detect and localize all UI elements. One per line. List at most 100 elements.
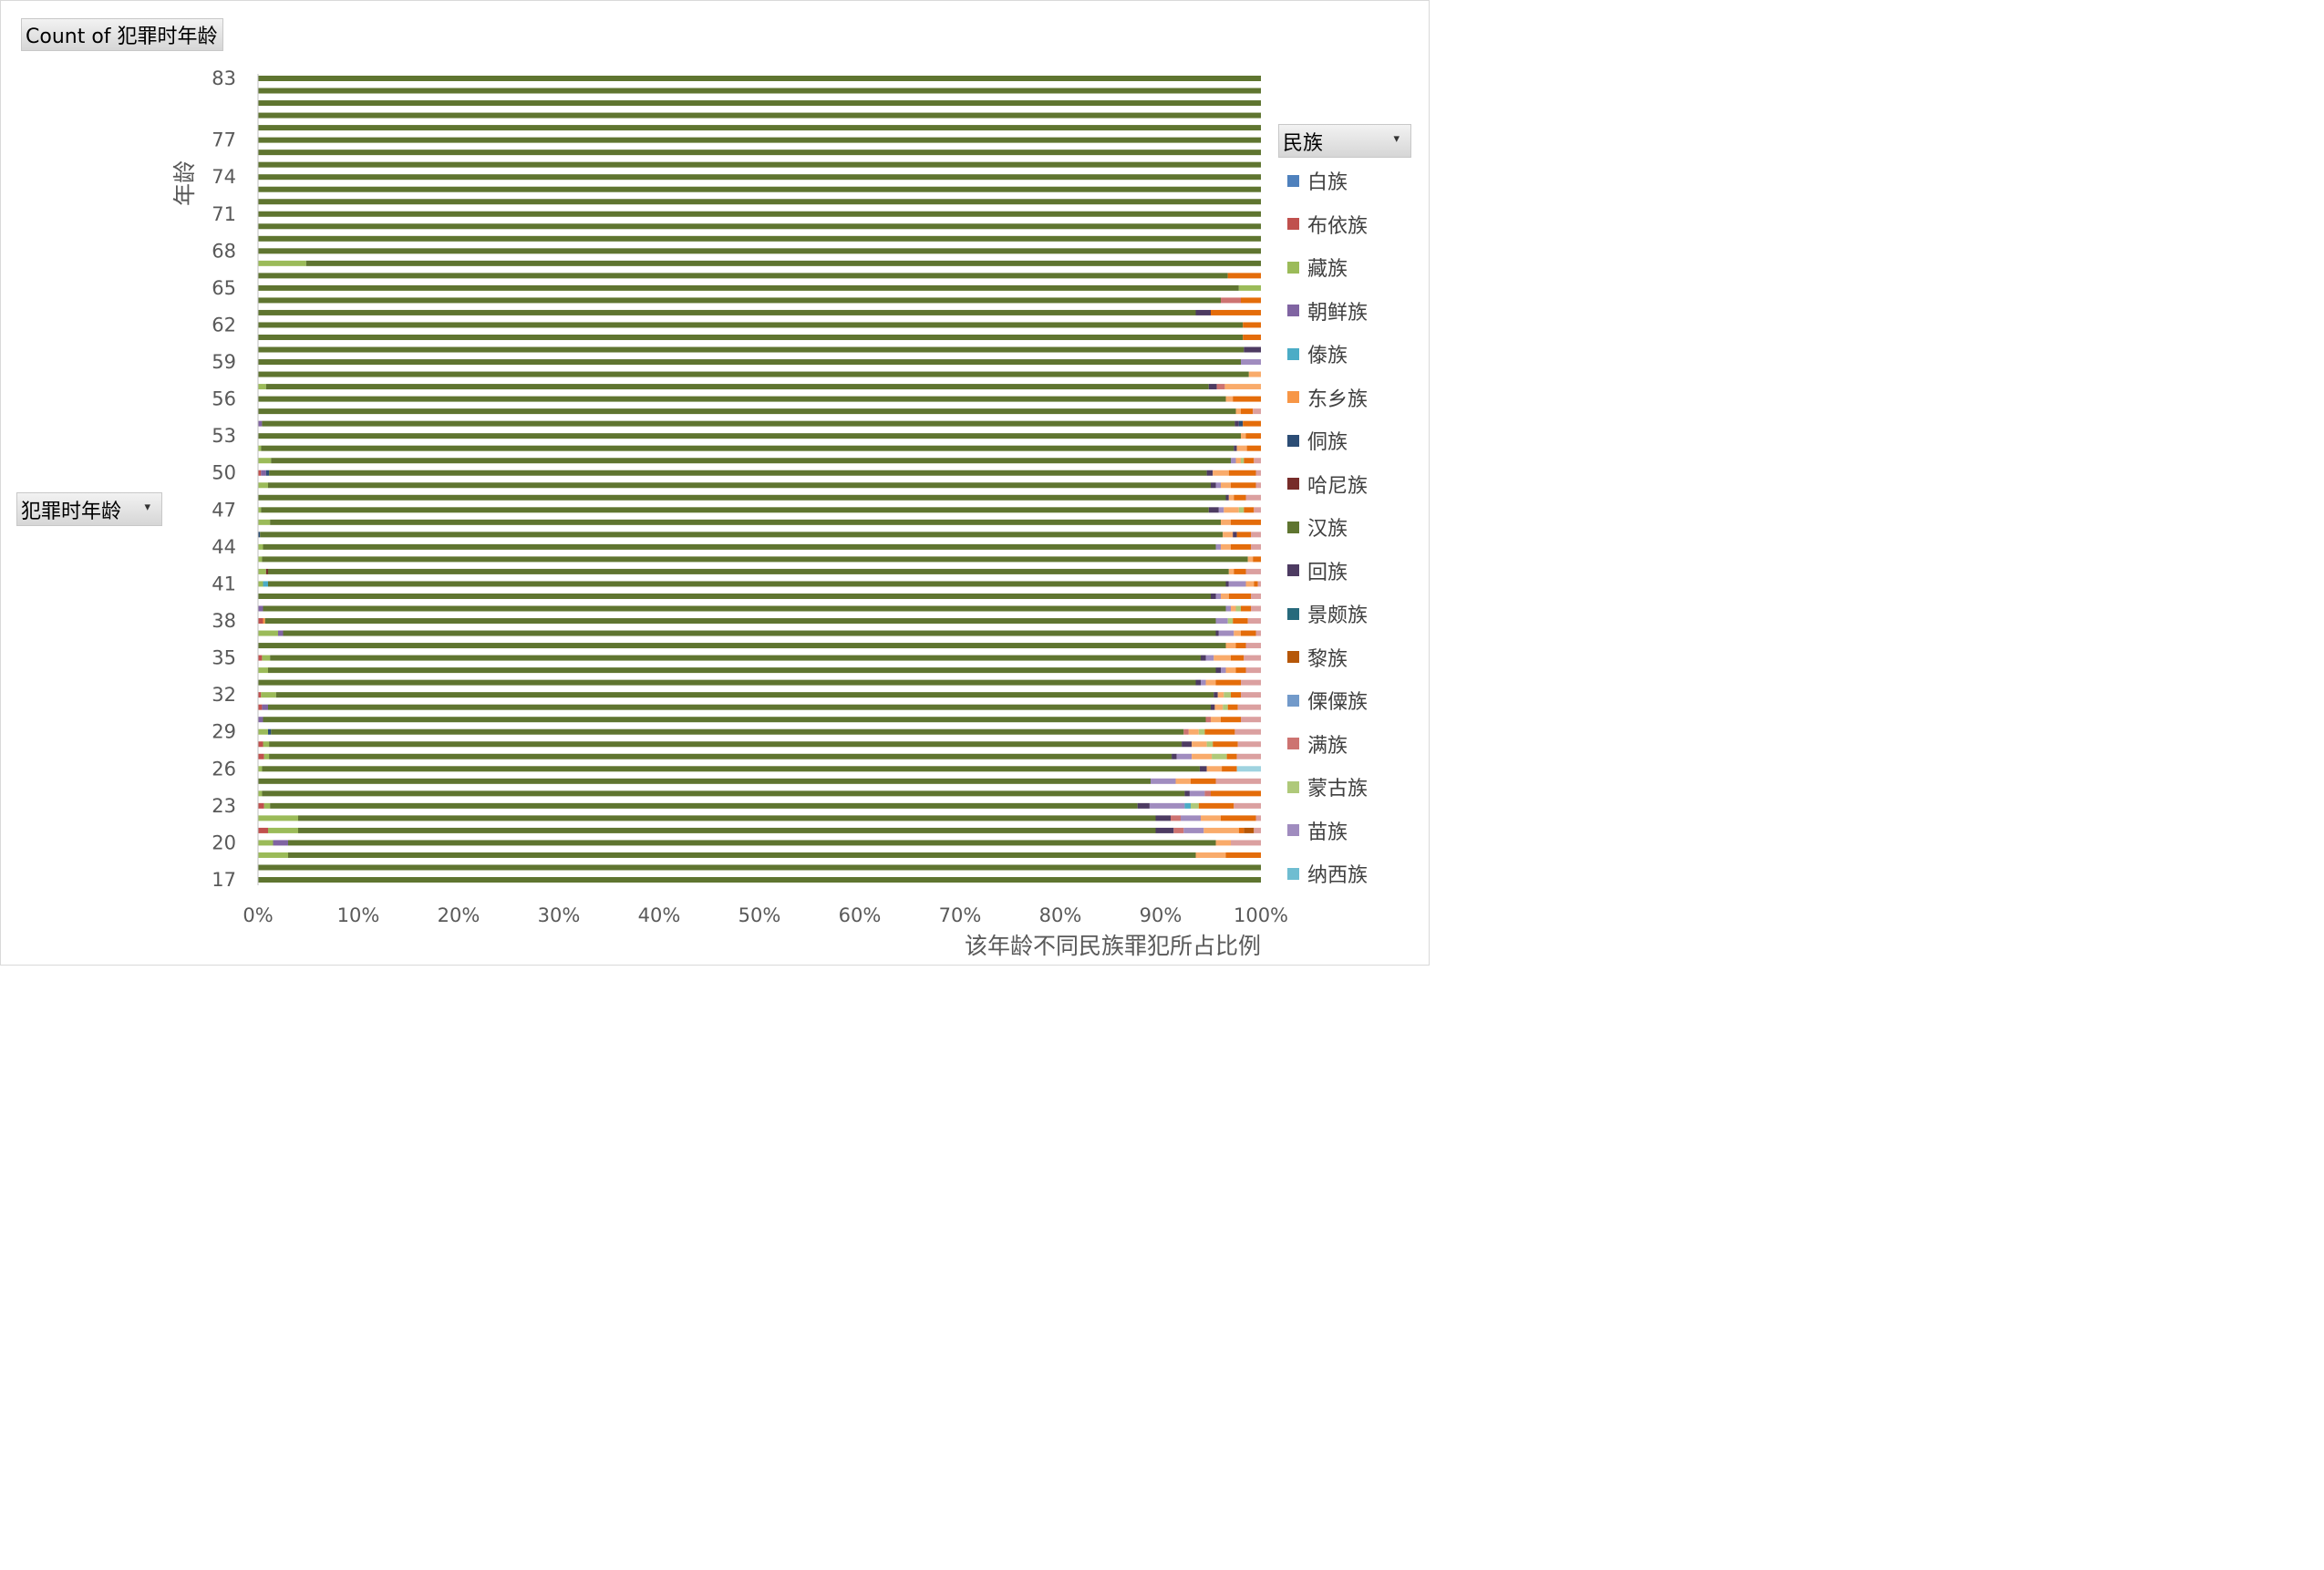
bar-segment-26-3 <box>1206 766 1223 772</box>
legend-item[interactable]: 哈尼族 <box>1287 469 1368 500</box>
bar-segment-34-3 <box>1221 667 1226 674</box>
bar-segment-22-6 <box>1221 815 1256 821</box>
bar-segment-41-4 <box>1228 581 1246 587</box>
legend-swatch-icon <box>1287 218 1299 230</box>
bar-segment-35-0 <box>258 655 263 661</box>
bar-segment-21-4 <box>1173 827 1184 833</box>
bar-segment-46-3 <box>1231 519 1261 525</box>
y-tick-label: 77 <box>212 129 236 151</box>
bar-segment-31-7 <box>1237 704 1261 710</box>
bar-segment-83-0 <box>258 76 1261 81</box>
bar-segment-28-5 <box>1206 741 1214 748</box>
bar-segment-23-2 <box>270 802 1138 809</box>
bar-segment-39-3 <box>1231 605 1236 612</box>
bar-segment-33-0 <box>258 679 1196 686</box>
legend-item[interactable]: 纳西族 <box>1287 858 1368 889</box>
legend-item[interactable]: 汉族 <box>1287 511 1348 542</box>
legend-item[interactable]: 景颇族 <box>1287 598 1368 629</box>
bar-segment-34-1 <box>268 667 1216 674</box>
legend-item[interactable]: 白族 <box>1287 165 1348 196</box>
legend-item[interactable]: 黎族 <box>1287 642 1348 673</box>
bar-segment-54-0 <box>258 420 263 427</box>
bar-segment-25-2 <box>1175 778 1191 784</box>
legend-item[interactable]: 藏族 <box>1287 252 1348 283</box>
bar-segment-36-3 <box>1245 643 1261 649</box>
bar-segment-57-2 <box>1208 384 1217 390</box>
legend-item[interactable]: 朝鲜族 <box>1287 295 1368 326</box>
value-field-button[interactable]: Count of 犯罪时年龄 <box>21 18 223 51</box>
bar-segment-46-2 <box>1221 519 1231 525</box>
bar-segment-40-2 <box>1215 593 1221 599</box>
y-tick-label: 62 <box>212 314 236 336</box>
bar-segment-48-1 <box>1225 494 1229 501</box>
y-tick-label: 20 <box>212 831 236 853</box>
bar-segment-63-0 <box>258 309 1196 315</box>
legend-label: 东乡族 <box>1307 387 1369 411</box>
bar-segment-74-0 <box>258 174 1261 181</box>
bar-segment-39-4 <box>1235 605 1241 612</box>
legend-item[interactable]: 东乡族 <box>1287 382 1368 413</box>
legend-item[interactable]: 满族 <box>1287 728 1348 759</box>
bar-segment-63-1 <box>1195 309 1211 315</box>
legend-swatch-icon <box>1287 174 1299 187</box>
legend-label: 傣族 <box>1307 345 1348 367</box>
bar-segment-57-4 <box>1224 384 1261 390</box>
bar-segment-43-2 <box>1247 556 1254 563</box>
bar-segment-33-4 <box>1215 679 1241 686</box>
chevron-down-icon[interactable]: ▾ <box>1393 132 1400 146</box>
bar-segment-29-7 <box>1234 728 1261 735</box>
bar-segment-43-0 <box>258 556 263 563</box>
bar-segment-39-1 <box>263 605 1226 612</box>
bar-segment-21-0 <box>258 827 268 833</box>
bar-segment-32-2 <box>275 692 1214 698</box>
bar-segment-28-6 <box>1213 741 1238 748</box>
legend-swatch-icon <box>1287 305 1299 316</box>
bar-segment-29-1 <box>268 728 272 735</box>
legend-item[interactable]: 布依族 <box>1287 209 1368 240</box>
legend-item[interactable]: 回族 <box>1287 555 1348 586</box>
bar-segment-21-3 <box>1155 827 1174 833</box>
bar-segment-60-0 <box>258 346 1245 353</box>
y-axis-title: 年龄 <box>171 160 198 206</box>
legend-label: 黎族 <box>1307 647 1348 671</box>
bar-segment-50-1 <box>261 470 266 476</box>
legend-item[interactable]: 傣族 <box>1287 338 1348 369</box>
legend-swatch-icon <box>1287 478 1299 490</box>
legend-field-button[interactable]: 民族 ▾ <box>1278 124 1411 158</box>
bar-segment-38-0 <box>258 618 263 625</box>
bar-segment-52-2 <box>1234 445 1237 451</box>
bar-segment-61-1 <box>1243 334 1261 340</box>
legend-item[interactable]: 傈僳族 <box>1287 685 1368 716</box>
bar-segment-36-0 <box>258 643 1226 649</box>
bar-segment-40-5 <box>1251 593 1261 599</box>
bar-segment-67-0 <box>258 260 306 266</box>
legend-item[interactable]: 蒙古族 <box>1287 771 1368 802</box>
legend-swatch-icon <box>1287 607 1299 620</box>
bar-segment-23-7 <box>1198 802 1234 809</box>
legend-swatch-icon <box>1287 738 1299 749</box>
bar-segment-33-2 <box>1201 679 1206 686</box>
legend-item[interactable]: 侗族 <box>1287 425 1348 456</box>
value-field-label: Count of 犯罪时年龄 <box>26 26 218 48</box>
bar-segment-45-4 <box>1236 532 1251 538</box>
bar-segment-26-1 <box>262 766 1200 772</box>
y-tick-label: 83 <box>212 67 236 89</box>
bar-segment-22-0 <box>258 815 298 821</box>
legend-item[interactable]: 苗族 <box>1287 815 1348 846</box>
bar-segment-38-5 <box>1233 618 1248 625</box>
bar-segment-77-0 <box>258 137 1261 143</box>
bar-segment-18-0 <box>258 864 1261 871</box>
legend-label: 布依族 <box>1307 214 1369 238</box>
bar-segment-37-6 <box>1241 630 1256 636</box>
legend-label: 回族 <box>1307 561 1348 584</box>
row-field-button[interactable]: 犯罪时年龄 ▾ <box>16 492 162 526</box>
bar-segment-25-0 <box>258 778 1151 784</box>
bar-segment-75-0 <box>258 161 1261 168</box>
bar-segment-32-7 <box>1241 692 1261 698</box>
bar-segment-38-1 <box>263 618 265 625</box>
bar-segment-50-0 <box>258 470 262 476</box>
chevron-down-icon[interactable]: ▾ <box>144 501 150 514</box>
bar-segment-72-0 <box>258 199 1261 205</box>
bar-segment-64-1 <box>1221 297 1241 304</box>
bar-segment-55-2 <box>1241 408 1254 415</box>
